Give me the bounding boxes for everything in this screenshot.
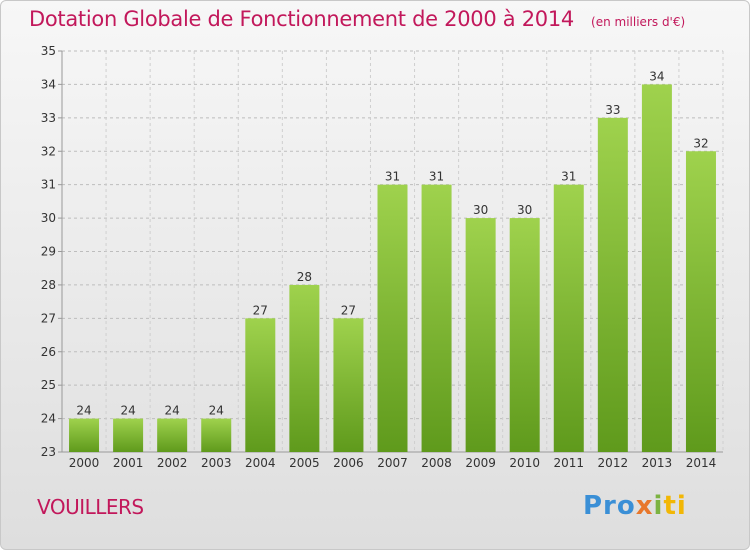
x-tick-label: 2006 (333, 456, 364, 470)
x-tick-label: 2001 (113, 456, 144, 470)
bar-2008 (421, 184, 452, 452)
y-tick-label: 34 (41, 77, 56, 91)
bar-2011 (553, 184, 584, 452)
x-tick-label: 2009 (465, 456, 496, 470)
x-tick-label: 2011 (553, 456, 584, 470)
data-labels: 24 24 24 24 27 28 27 31 31 30 30 31 33 34 32 (76, 69, 708, 417)
bar-2000 (69, 418, 100, 452)
data-label: 31 (429, 170, 444, 184)
y-tick-label: 27 (41, 311, 56, 325)
bar-2004 (245, 318, 276, 452)
data-label: 24 (165, 404, 180, 418)
bar-2006 (333, 318, 364, 452)
y-tick-label: 30 (41, 211, 56, 225)
x-tick-label: 2000 (69, 456, 100, 470)
x-tick-label: 2003 (201, 456, 232, 470)
bar-2010 (509, 218, 540, 452)
data-label: 30 (517, 203, 532, 217)
bar-2002 (157, 418, 188, 452)
chart-title: Dotation Globale de Fonctionnement de 20… (29, 7, 685, 31)
chart-unit-text: (en milliers d'€) (591, 15, 686, 29)
y-tick-label: 23 (41, 445, 56, 459)
data-label: 34 (649, 69, 664, 83)
chart-title-text: Dotation Globale de Fonctionnement de 20… (29, 7, 574, 31)
data-label: 32 (693, 136, 708, 150)
y-tick-label: 33 (41, 111, 56, 125)
bar-2014 (685, 151, 716, 452)
y-tick-label: 35 (41, 44, 56, 58)
y-tick-label: 28 (41, 278, 56, 292)
x-tick-label: 2007 (377, 456, 408, 470)
bar-2012 (597, 117, 628, 452)
data-label: 27 (341, 303, 356, 317)
y-tick-label: 25 (41, 378, 56, 392)
y-tick-label: 26 (41, 345, 56, 359)
bar-2005 (289, 284, 320, 452)
data-label: 30 (473, 203, 488, 217)
x-tick-label: 2013 (642, 456, 673, 470)
data-label: 27 (253, 303, 268, 317)
y-tick-label: 24 (41, 412, 56, 426)
x-tick-label: 2014 (686, 456, 717, 470)
data-label: 24 (120, 404, 135, 418)
data-label: 28 (297, 270, 312, 284)
data-label: 33 (605, 103, 620, 117)
bar-2007 (377, 184, 408, 452)
data-label: 31 (561, 170, 576, 184)
bars (69, 84, 716, 453)
y-tick-label: 32 (41, 144, 56, 158)
x-tick-label: 2010 (509, 456, 540, 470)
data-label: 24 (76, 404, 91, 418)
bar-2001 (113, 418, 144, 452)
data-label: 31 (385, 170, 400, 184)
proxiti-logo: Proxiti (583, 491, 687, 521)
bar-2009 (465, 218, 496, 452)
y-tick-label: 29 (41, 245, 56, 259)
x-tick-label: 2002 (157, 456, 188, 470)
bar-2013 (641, 84, 672, 453)
x-tick-label: 2004 (245, 456, 276, 470)
y-tick-label: 31 (41, 178, 56, 192)
x-tick-label: 2012 (598, 456, 629, 470)
data-label: 24 (209, 404, 224, 418)
x-tick-label: 2008 (421, 456, 452, 470)
bar-2003 (201, 418, 232, 452)
x-tick-label: 2005 (289, 456, 320, 470)
commune-name: VOUILLERS (37, 495, 144, 519)
